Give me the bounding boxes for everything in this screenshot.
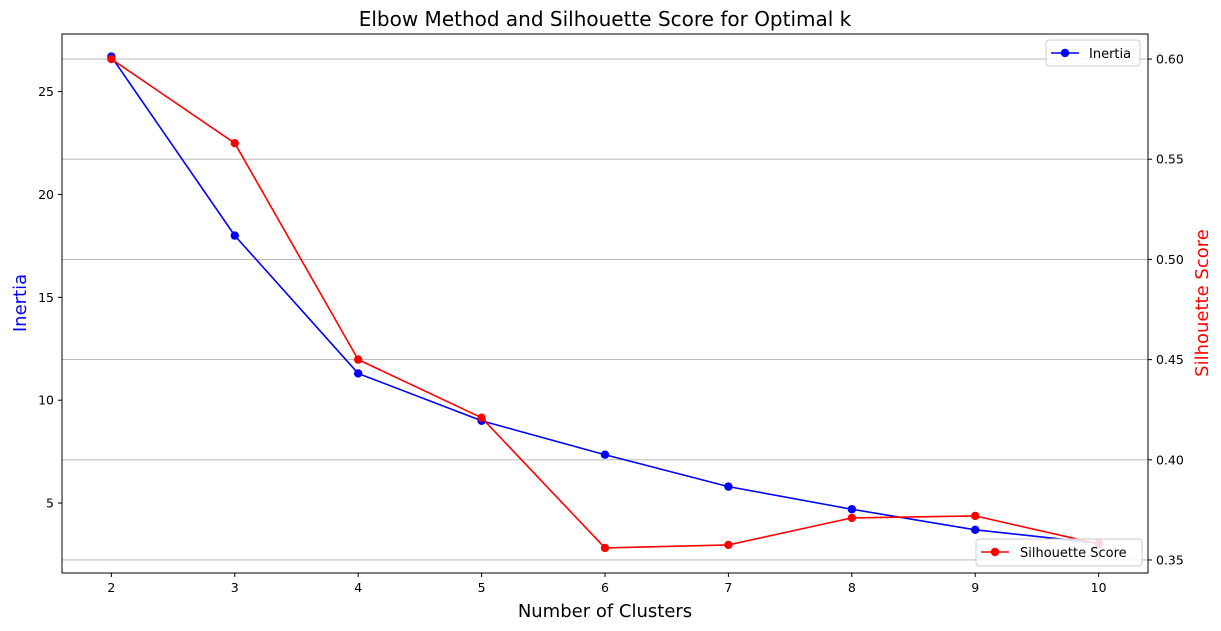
- x-tick-label-2: 4: [354, 580, 362, 595]
- legend-silhouette-marker: [990, 547, 1000, 557]
- x-tick-label-1: 3: [231, 580, 239, 595]
- chart-title: Elbow Method and Silhouette Score for Op…: [359, 7, 852, 31]
- y-left-tick-label-4: 25: [38, 84, 54, 99]
- y-left-tick-label-1: 10: [38, 393, 54, 408]
- x-tick-label-3: 5: [478, 580, 486, 595]
- gridlines: [62, 58, 1148, 561]
- x-tick-label-8: 10: [1091, 580, 1107, 595]
- x-tick-label-4: 6: [601, 580, 609, 595]
- y-right-tick-label-0: 0.35: [1156, 552, 1184, 567]
- y-right-axis-label: Silhouette Score: [1192, 229, 1213, 377]
- y-left-tick-label-3: 20: [38, 187, 54, 202]
- y-right-tick-label-4: 0.55: [1156, 152, 1184, 167]
- x-tick-label-6: 8: [848, 580, 856, 595]
- y-left-tick-label-2: 15: [38, 290, 54, 305]
- silhouette-point-9: [971, 511, 980, 521]
- legend-inertia-label: Inertia: [1089, 47, 1131, 62]
- x-tick-label-7: 9: [971, 580, 979, 595]
- y-right-tick-label-5: 0.60: [1156, 52, 1184, 67]
- silhouette-point-3: [230, 139, 239, 148]
- silhouette-point-7: [724, 540, 733, 550]
- x-tick-label-5: 7: [724, 580, 732, 595]
- legend-inertia: Inertia: [1045, 39, 1141, 67]
- legend-silhouette: Silhouette Score: [975, 538, 1143, 567]
- silhouette-point-4: [353, 355, 363, 364]
- inertia-point-7: [724, 482, 733, 491]
- legend-inertia-box: [1045, 39, 1141, 67]
- y-left-axis-label: Inertia: [10, 274, 31, 332]
- series: [107, 52, 1103, 553]
- inertia-point-8: [847, 505, 857, 514]
- legend-silhouette-box: [975, 538, 1143, 567]
- inertia-point-9: [971, 525, 980, 534]
- y-right-tick-label-3: 0.50: [1156, 252, 1184, 267]
- inertia-point-6: [600, 450, 610, 459]
- inertia-point-3: [230, 231, 239, 240]
- y-left-tick-label-0: 5: [46, 496, 54, 511]
- y-right-axis-ticks: 0.35 0.40 0.45 0.50 0.55 0.60: [1148, 52, 1184, 567]
- silhouette-point-8: [847, 513, 857, 523]
- x-tick-label-0: 2: [107, 580, 115, 595]
- legend-inertia-marker: [1060, 48, 1070, 58]
- inertia-point-4: [353, 369, 363, 378]
- y-left-axis-ticks: 5 10 15 20 25: [38, 84, 62, 511]
- y-right-tick-label-1: 0.40: [1156, 452, 1184, 467]
- y-right-tick-label-2: 0.45: [1156, 352, 1184, 367]
- silhouette-point-5: [477, 413, 486, 422]
- silhouette-point-6: [600, 543, 610, 553]
- x-axis-ticks: 2 3 4 5 6 7 8 9 10: [107, 573, 1107, 595]
- silhouette-point-2: [107, 54, 116, 64]
- x-axis-label: Number of Clusters: [518, 601, 692, 622]
- legend-silhouette-label: Silhouette Score: [1020, 546, 1127, 561]
